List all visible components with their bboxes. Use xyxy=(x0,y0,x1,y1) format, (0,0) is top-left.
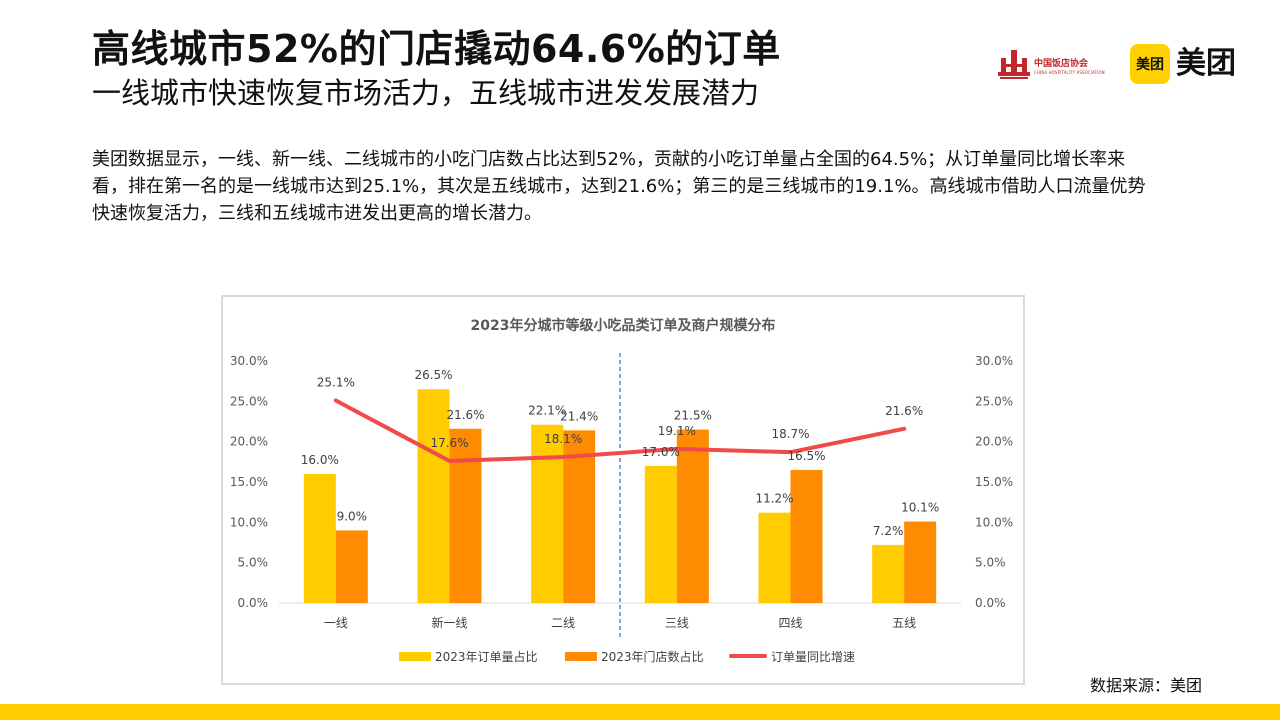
meituan-badge-logo: 美团 xyxy=(1130,44,1170,84)
summary-paragraph: 美团数据显示，一线、新一线、二线城市的小吃门店数占比达到52%，贡献的小吃订单量… xyxy=(92,149,1146,224)
x-tick-label: 三线 xyxy=(665,616,689,630)
y-tick-label-left: 10.0% xyxy=(230,515,268,529)
bar-stores-share xyxy=(335,530,368,603)
meituan-wordmark: 美团 xyxy=(1176,46,1236,81)
y-tick-label-right: 20.0% xyxy=(975,435,1013,449)
china-hospitality-association-logo: 中国饭店协会 CHINA HOSPITALITY ASSOCIATION xyxy=(996,46,1122,82)
data-label-orders: 16.0% xyxy=(301,453,339,467)
data-label-growth: 21.6% xyxy=(885,404,923,418)
bar-stores-share xyxy=(563,430,596,603)
x-tick-label: 五线 xyxy=(892,616,916,630)
bar-orders-share xyxy=(417,389,450,603)
bar-stores-share xyxy=(449,428,482,603)
data-label-growth: 18.1% xyxy=(544,432,582,446)
data-label-orders: 17.0% xyxy=(642,445,680,459)
y-tick-label-right: 5.0% xyxy=(975,556,1006,570)
x-tick-label: 新一线 xyxy=(431,615,467,630)
page-title: 高线城市52%的门店撬动64.6%的订单 xyxy=(92,27,781,71)
data-label-stores: 16.5% xyxy=(787,449,825,463)
data-label-orders: 7.2% xyxy=(873,524,904,538)
y-tick-label-left: 30.0% xyxy=(230,354,268,368)
bar-orders-share xyxy=(758,512,791,603)
y-tick-label-left: 0.0% xyxy=(238,596,269,610)
combo-chart: 2023年分城市等级小吃品类订单及商户规模分布 0.0% 0.0% 5.0% 5.0% 1… xyxy=(230,317,1013,664)
y-tick-label-right: 25.0% xyxy=(975,394,1013,408)
data-label-orders: 11.2% xyxy=(755,492,793,506)
bottom-accent-bar xyxy=(0,704,1280,720)
y-tick-label-left: 20.0% xyxy=(230,435,268,449)
data-label-orders: 22.1% xyxy=(528,404,566,418)
y-tick-label-right: 30.0% xyxy=(975,354,1013,368)
y-tick-label-right: 15.0% xyxy=(975,475,1013,489)
x-tick-label: 二线 xyxy=(551,616,575,630)
growth-rate-line xyxy=(333,398,907,464)
page-subtitle: 一线城市快速恢复市场活力，五线城市进发发展潜力 xyxy=(92,76,760,110)
y-tick-label-right: 0.0% xyxy=(975,596,1006,610)
y-tick-label-left: 25.0% xyxy=(230,394,268,408)
bar-orders-share xyxy=(872,544,905,603)
bar-orders-share xyxy=(531,424,564,603)
bar-stores-share xyxy=(790,469,823,603)
x-tick-label: 一线 xyxy=(324,616,348,630)
cha-english-text: CHINA HOSPITALITY ASSOCIATION xyxy=(1034,70,1105,75)
logo-group: 中国饭店协会 CHINA HOSPITALITY ASSOCIATION 美团 … xyxy=(996,42,1246,86)
data-label-stores: 10.1% xyxy=(901,501,939,515)
data-label-orders: 26.5% xyxy=(414,368,452,382)
y-tick-label-left: 5.0% xyxy=(238,556,269,570)
chart-title: 2023年分城市等级小吃品类订单及商户规模分布 xyxy=(471,317,776,334)
data-label-growth: 18.7% xyxy=(771,427,809,441)
cha-name-text: 中国饭店协会 xyxy=(1034,59,1089,69)
data-label-stores: 21.4% xyxy=(560,409,598,423)
legend-label-growth: 订单量同比增速 xyxy=(771,650,855,664)
data-label-growth: 19.1% xyxy=(658,424,696,438)
y-tick-label-right: 10.0% xyxy=(975,515,1013,529)
cha-emblem-icon xyxy=(998,50,1030,79)
data-source-note: 数据来源：美团 xyxy=(1090,676,1203,695)
legend-swatch-orders xyxy=(399,652,431,661)
bar-stores-share xyxy=(904,521,937,603)
legend-label-orders: 2023年订单量占比 xyxy=(435,649,538,664)
data-label-growth: 17.6% xyxy=(430,436,468,450)
x-tick-label: 四线 xyxy=(778,616,802,630)
data-label-stores: 9.0% xyxy=(337,509,368,523)
data-label-stores: 21.6% xyxy=(446,408,484,422)
bar-stores-share xyxy=(676,429,709,603)
legend-swatch-stores xyxy=(565,652,597,661)
chart-container: 2023年分城市等级小吃品类订单及商户规模分布 0.0% 0.0% 5.0% 5.0% 1… xyxy=(221,295,1025,685)
legend-label-stores: 2023年门店数占比 xyxy=(601,649,704,664)
bar-orders-share xyxy=(303,473,336,603)
y-tick-label-left: 15.0% xyxy=(230,475,268,489)
data-label-stores: 21.5% xyxy=(674,409,712,423)
data-label-growth: 25.1% xyxy=(317,376,355,390)
bar-orders-share xyxy=(644,465,677,603)
